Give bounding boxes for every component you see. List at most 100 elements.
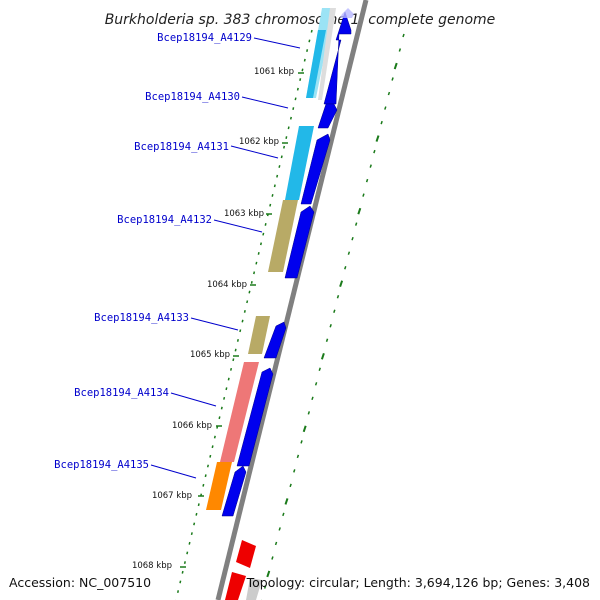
inner-track-tick — [292, 107, 295, 110]
inner-track-tick — [218, 416, 221, 420]
cds-arrow-faint — [340, 8, 354, 18]
inner-track-tick — [220, 406, 223, 410]
inner-track-tick — [273, 184, 276, 188]
kbp-tick-label: 1061 kbp — [254, 67, 294, 77]
inner-track-tick — [257, 252, 260, 255]
outer-track-tick — [387, 91, 391, 96]
outer-track-tick — [369, 164, 372, 168]
inner-track-tick — [241, 319, 244, 323]
inner-track-tick — [287, 126, 290, 130]
outer-track-tick — [333, 309, 336, 313]
outer-track-tick — [318, 367, 321, 372]
inner-track-tick — [193, 522, 196, 526]
outer-track-tick — [339, 280, 344, 288]
outer-track-tick — [274, 541, 278, 546]
outer-track-tick — [284, 498, 289, 505]
outer-track-tick — [266, 570, 271, 578]
inner-track-tick — [253, 271, 256, 275]
cds-arrow-a4130[interactable] — [317, 103, 338, 129]
inner-track-tick — [229, 367, 233, 371]
cds-arrow-a4132[interactable] — [284, 205, 315, 279]
inner-track-tick — [294, 97, 297, 101]
inner-track-tick — [303, 58, 306, 62]
inner-track-tick — [179, 580, 182, 584]
gene-label-a4133[interactable]: Bcep18194_A4133 — [94, 312, 189, 324]
inner-track-tick — [310, 29, 313, 33]
inner-track-tick — [306, 49, 309, 52]
outer-track-tick — [329, 324, 332, 328]
cds-arrow-a4133[interactable] — [263, 321, 287, 359]
kbp-dotted-track — [175, 29, 313, 600]
cds-arrow-a4135[interactable] — [221, 465, 247, 517]
gene-label-a4131[interactable]: Bcep18194_A4131 — [134, 141, 229, 153]
inner-track-tick — [248, 290, 251, 294]
inner-track-tick — [186, 551, 189, 555]
cds-track — [221, 8, 354, 517]
kbp-tick-label: 1066 kbp — [172, 421, 212, 431]
inner-track-tick — [176, 590, 180, 594]
outer-track-tick — [365, 178, 369, 183]
inner-track-tick — [296, 87, 299, 91]
inner-track-tick — [190, 532, 193, 536]
inner-track-tick — [188, 541, 191, 545]
inner-track-tick — [280, 155, 283, 159]
inner-track-tick — [211, 445, 214, 449]
inner-track-tick — [181, 570, 184, 574]
gene-label-a4132[interactable]: Bcep18194_A4132 — [117, 214, 212, 226]
map-title: Burkholderia sp. 383 chromosome 1, compl… — [105, 12, 496, 28]
gene-label-a4129[interactable]: Bcep18194_A4129 — [157, 32, 252, 44]
inner-track-tick — [225, 387, 228, 391]
cds-arrow-a4134[interactable] — [236, 367, 274, 467]
inner-track-tick — [264, 223, 267, 226]
outer-track-tick — [307, 411, 311, 415]
outer-track-tick — [393, 62, 398, 70]
outer-track-tick — [402, 33, 405, 38]
outer-track-tick — [325, 338, 329, 343]
inner-track-tick — [232, 358, 235, 362]
inner-track-tick — [234, 348, 237, 352]
inner-track-tick — [183, 561, 186, 565]
outer-track-tick — [320, 352, 325, 360]
cog-box-a4134 — [220, 362, 259, 462]
inner-track-tick — [271, 194, 274, 197]
outer-track-tick — [373, 149, 376, 154]
outer-track-tick — [391, 77, 394, 81]
outer-track-tick — [336, 294, 340, 299]
inner-track-tick — [204, 474, 207, 478]
rna-arrow-2[interactable] — [225, 572, 246, 600]
gene-label-a4130[interactable]: Bcep18194_A4130 — [145, 91, 240, 103]
gene-label-a4134[interactable]: Bcep18194_A4134 — [74, 387, 169, 399]
cog-box-a4133 — [248, 316, 270, 354]
inner-track-tick — [195, 512, 198, 516]
outer-track-tick — [375, 135, 380, 142]
outer-track-tick — [384, 106, 387, 110]
inner-track-tick — [278, 165, 281, 168]
inner-track-tick — [308, 39, 311, 43]
inner-track-tick — [285, 136, 288, 139]
inner-track-tick — [299, 78, 302, 81]
outer-track-tick — [271, 556, 274, 560]
outer-track-tick — [278, 527, 281, 531]
kbp-tick-label: 1068 kbp — [132, 561, 172, 571]
inner-track-tick — [209, 454, 212, 458]
topology-text: Topology: circular; Length: 3,694,126 bp… — [246, 575, 590, 590]
outer-track-tick — [300, 440, 303, 444]
rna-arrow-1[interactable] — [236, 540, 256, 568]
outer-track-tick — [357, 207, 362, 215]
cds-arrow-a4131[interactable] — [300, 133, 331, 205]
cog-box-a4135 — [206, 462, 232, 510]
inner-track-tick — [269, 203, 272, 207]
inner-track-tick — [243, 309, 246, 313]
inner-track-tick — [289, 116, 292, 120]
kbp-tick-label: 1065 kbp — [190, 350, 230, 360]
inner-track-tick — [262, 232, 265, 236]
accession-text: Accession: NC_007510 — [9, 575, 151, 590]
inner-track-tick — [227, 377, 230, 381]
kbp-tick-label: 1067 kbp — [152, 491, 192, 501]
outer-track-tick — [344, 265, 347, 270]
gene-label-a4135[interactable]: Bcep18194_A4135 — [54, 459, 149, 471]
cog-box-a4132 — [268, 200, 298, 272]
kbp-tick-label: 1064 kbp — [207, 280, 247, 290]
inner-track-tick — [197, 503, 200, 507]
